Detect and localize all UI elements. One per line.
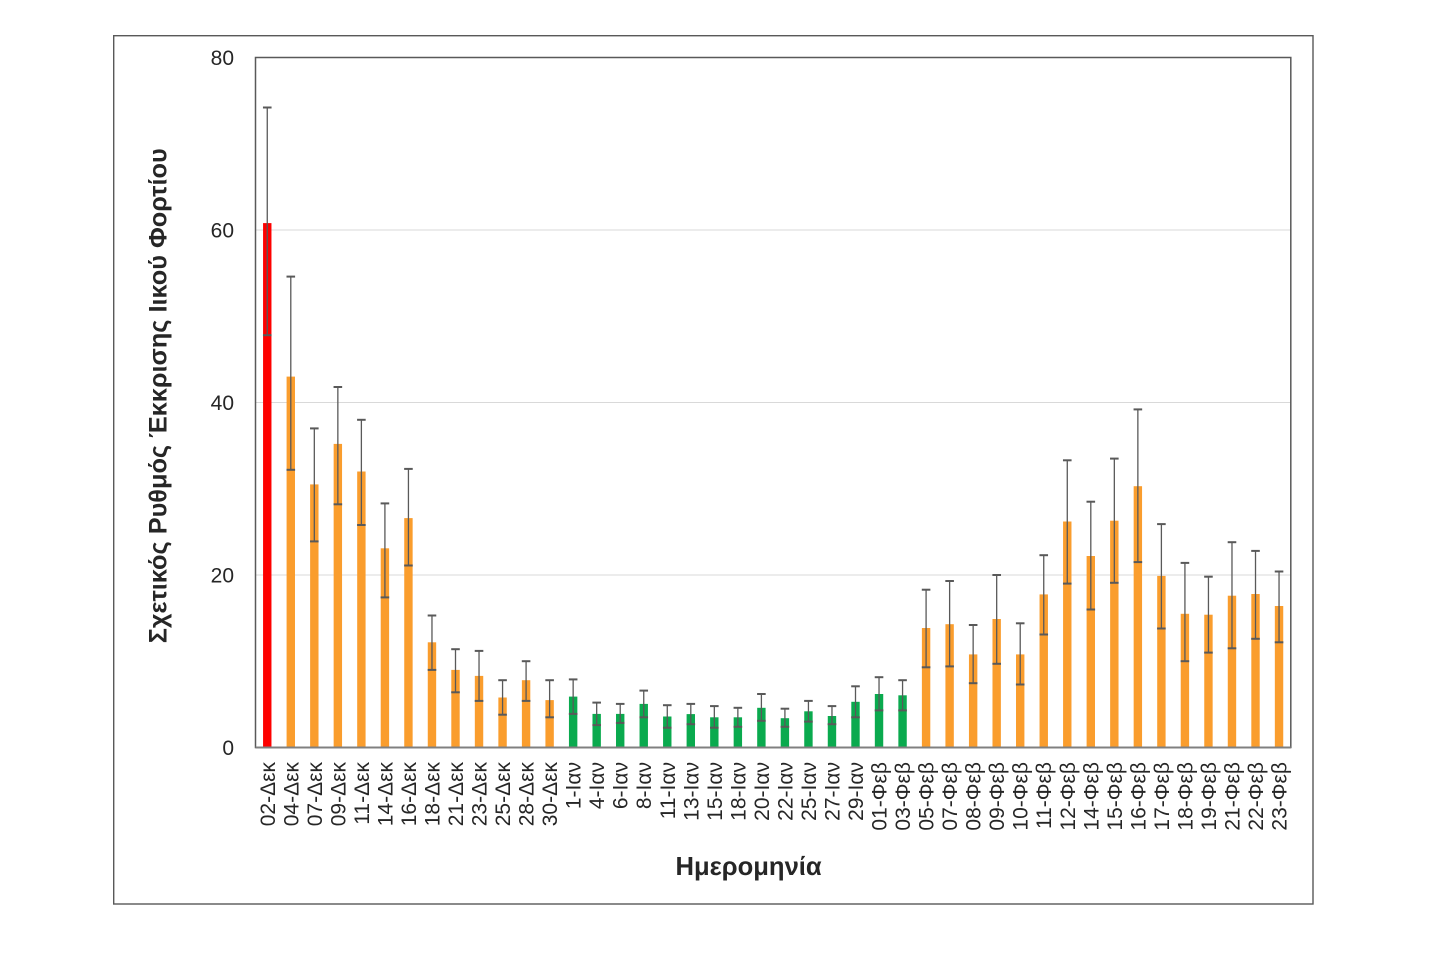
svg-text:22-Ιαν: 22-Ιαν bbox=[774, 762, 797, 821]
svg-text:0: 0 bbox=[222, 737, 234, 760]
svg-text:12-Φεβ: 12-Φεβ bbox=[1057, 762, 1080, 831]
svg-text:09-Φεβ: 09-Φεβ bbox=[986, 762, 1009, 831]
svg-text:07-Φεβ: 07-Φεβ bbox=[939, 762, 962, 831]
svg-text:Σχετικός Ρυθμός Έκκρισης Ιικού: Σχετικός Ρυθμός Έκκρισης Ιικού Φορτίου bbox=[144, 148, 172, 643]
svg-text:08-Φεβ: 08-Φεβ bbox=[963, 762, 986, 831]
svg-text:25-Ιαν: 25-Ιαν bbox=[798, 762, 821, 821]
svg-text:29-Ιαν: 29-Ιαν bbox=[845, 762, 868, 821]
svg-text:23-Δεκ: 23-Δεκ bbox=[469, 762, 492, 827]
svg-text:11-Φεβ: 11-Φεβ bbox=[1033, 762, 1056, 829]
svg-text:11-Δεκ: 11-Δεκ bbox=[351, 762, 374, 825]
svg-text:22-Φεβ: 22-Φεβ bbox=[1245, 762, 1268, 831]
svg-text:30-Δεκ: 30-Δεκ bbox=[539, 762, 562, 827]
svg-text:04-Δεκ: 04-Δεκ bbox=[280, 762, 303, 827]
svg-text:Ημερομηνία: Ημερομηνία bbox=[676, 853, 822, 881]
svg-text:18-Δεκ: 18-Δεκ bbox=[421, 762, 444, 827]
svg-text:02-Δεκ: 02-Δεκ bbox=[257, 762, 280, 827]
svg-text:01-Φεβ: 01-Φεβ bbox=[869, 762, 892, 831]
svg-text:80: 80 bbox=[211, 47, 234, 70]
svg-text:14-Δεκ: 14-Δεκ bbox=[374, 762, 397, 827]
svg-text:60: 60 bbox=[211, 220, 234, 243]
svg-text:09-Δεκ: 09-Δεκ bbox=[327, 762, 350, 827]
svg-text:14-Φεβ: 14-Φεβ bbox=[1080, 762, 1103, 831]
svg-text:27-Ιαν: 27-Ιαν bbox=[821, 762, 844, 821]
svg-text:18-Φεβ: 18-Φεβ bbox=[1174, 762, 1197, 831]
svg-text:07-Δεκ: 07-Δεκ bbox=[304, 762, 327, 827]
svg-text:18-Ιαν: 18-Ιαν bbox=[727, 762, 750, 821]
svg-text:11-Ιαν: 11-Ιαν bbox=[657, 762, 680, 819]
svg-text:1-Ιαν: 1-Ιαν bbox=[563, 762, 586, 809]
svg-text:23-Φεβ: 23-Φεβ bbox=[1269, 762, 1292, 831]
svg-text:21-Φεβ: 21-Φεβ bbox=[1221, 762, 1244, 831]
svg-text:13-Ιαν: 13-Ιαν bbox=[680, 762, 703, 821]
svg-text:8-Ιαν: 8-Ιαν bbox=[633, 762, 656, 809]
svg-text:03-Φεβ: 03-Φεβ bbox=[892, 762, 915, 831]
svg-text:20-Ιαν: 20-Ιαν bbox=[751, 762, 774, 821]
svg-text:19-Φεβ: 19-Φεβ bbox=[1198, 762, 1221, 831]
svg-text:15-Ιαν: 15-Ιαν bbox=[704, 762, 727, 821]
svg-text:16-Φεβ: 16-Φεβ bbox=[1127, 762, 1150, 831]
svg-text:10-Φεβ: 10-Φεβ bbox=[1010, 762, 1033, 831]
svg-text:17-Φεβ: 17-Φεβ bbox=[1151, 762, 1174, 831]
svg-text:6-Ιαν: 6-Ιαν bbox=[610, 762, 633, 809]
svg-text:21-Δεκ: 21-Δεκ bbox=[445, 762, 468, 827]
svg-text:40: 40 bbox=[211, 392, 234, 415]
svg-text:05-Φεβ: 05-Φεβ bbox=[916, 762, 939, 831]
svg-text:20: 20 bbox=[211, 565, 234, 588]
svg-text:25-Δεκ: 25-Δεκ bbox=[492, 762, 515, 827]
svg-text:4-Ιαν: 4-Ιαν bbox=[586, 762, 609, 809]
svg-text:28-Δεκ: 28-Δεκ bbox=[516, 762, 539, 827]
svg-text:15-Φεβ: 15-Φεβ bbox=[1104, 762, 1127, 831]
svg-text:16-Δεκ: 16-Δεκ bbox=[398, 762, 421, 827]
